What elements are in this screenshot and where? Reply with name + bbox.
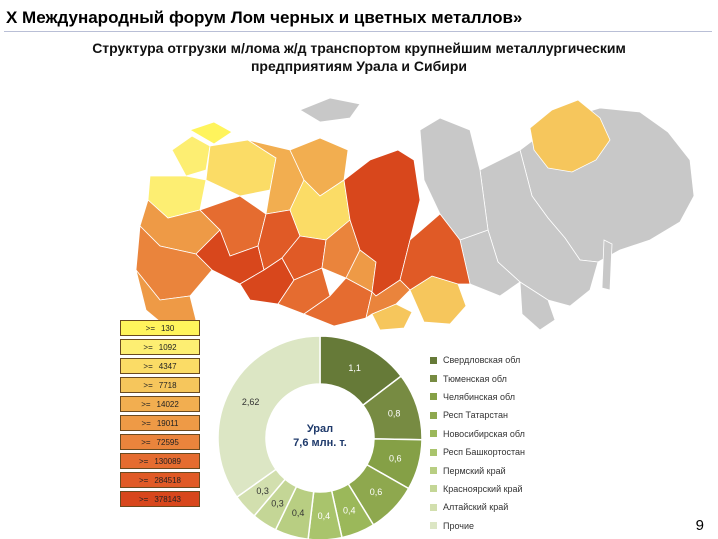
legend-item: >= 284518 (120, 472, 200, 488)
donut-legend-item: Респ Татарстан (430, 406, 580, 424)
legend-value: 284518 (154, 475, 182, 485)
legend-op: >= (143, 342, 153, 352)
donut-legend-label: Челябинская обл (443, 391, 516, 402)
map-region-chelyabinsk (277, 267, 331, 315)
legend-value: 130 (160, 323, 175, 333)
legend-value: 72595 (156, 437, 179, 447)
map-region-karelia (171, 135, 211, 177)
donut-legend-label: Алтайский край (443, 502, 509, 513)
legend-value: 1092 (158, 342, 177, 352)
donut-legend-swatch (430, 448, 437, 456)
legend-op: >= (145, 323, 155, 333)
legend-value: 19011 (156, 418, 179, 428)
map-region-chukotka (529, 99, 611, 173)
map-region-primorye (519, 281, 556, 331)
donut-legend-label: Свердловская обл (443, 355, 521, 366)
legend-op: >= (138, 494, 149, 504)
donut-legend: Свердловская обл Тюменская обл Челябинская… (430, 351, 580, 535)
donut-legend-label: Новосибирская обл (443, 428, 525, 439)
legend-value: 378143 (154, 494, 182, 504)
donut-legend-item: Прочие (430, 517, 580, 535)
donut-center-label: Урал (307, 423, 333, 435)
donut-data-label: 0,4 (343, 505, 356, 515)
donut-legend-swatch (430, 411, 437, 419)
donut-data-label: 0,4 (292, 508, 305, 518)
donut-legend-swatch (430, 503, 437, 511)
legend-op: >= (141, 418, 151, 428)
donut-legend-item: Красноярский край (430, 480, 580, 498)
donut-legend-swatch (430, 522, 437, 530)
donut-legend-item: Новосибирская обл (430, 425, 580, 443)
donut-data-label: 0,4 (318, 511, 331, 521)
donut-data-label: 0,6 (370, 487, 383, 497)
legend-op: >= (143, 380, 153, 390)
map-region-murmansk (189, 121, 233, 145)
donut-legend-label: Пермский край (443, 465, 506, 476)
donut-data-label: 1,1 (348, 363, 361, 373)
donut-data-label: 0,8 (388, 409, 401, 419)
legend-item: >= 19011 (120, 415, 200, 431)
slide-title: X Международный форум Лом черных и цветн… (6, 8, 523, 27)
map-region-north-islands (299, 97, 361, 123)
donut-data-label: 0,3 (271, 498, 284, 508)
donut-legend-label: Прочие (443, 520, 475, 531)
legend-item: >= 4347 (120, 358, 200, 374)
donut-legend-swatch (430, 356, 437, 364)
donut-legend-label: Тюменская обл (443, 373, 507, 384)
map-legend: >= 130 >= 1092 >= 4347 >= 7718 >= 14022 >= 19011 >= 7… (120, 320, 200, 510)
donut-data-label: 0,3 (256, 486, 269, 496)
donut-legend-item: Пермский край (430, 461, 580, 479)
map-region-yakutia-north (419, 117, 489, 241)
legend-item: >= 1092 (120, 339, 200, 355)
donut-legend-item: Алтайский край (430, 498, 580, 516)
legend-value: 7718 (158, 380, 177, 390)
legend-op: >= (141, 437, 151, 447)
legend-item: >= 130 (120, 320, 200, 336)
legend-op: >= (138, 475, 149, 485)
legend-item: >= 378143 (120, 491, 200, 507)
legend-item: >= 72595 (120, 434, 200, 450)
legend-value: 14022 (156, 399, 179, 409)
donut-legend-item: Челябинская обл (430, 388, 580, 406)
donut-data-label: 2,62 (242, 397, 260, 407)
donut-slice (217, 335, 321, 499)
legend-item: >= 14022 (120, 396, 200, 412)
legend-op: >= (141, 399, 151, 409)
donut-legend-swatch (430, 375, 437, 383)
donut-legend-swatch (430, 393, 437, 401)
map-region-kemerovo (365, 279, 411, 319)
donut-data-label: 0,6 (389, 454, 402, 464)
donut-legend-swatch (430, 485, 437, 493)
legend-value: 4347 (158, 361, 177, 371)
legend-op: >= (138, 456, 149, 466)
donut-legend-item: Респ Башкортостан (430, 443, 580, 461)
donut-center-label: 7,6 млн. т. (293, 437, 347, 449)
legend-item: >= 7718 (120, 377, 200, 393)
page-number: 9 (695, 517, 704, 534)
donut-legend-label: Респ Татарстан (443, 410, 508, 421)
title-divider (4, 31, 712, 32)
legend-item: >= 130089 (120, 453, 200, 469)
legend-op: >= (143, 361, 153, 371)
donut-legend-item: Тюменская обл (430, 369, 580, 387)
slide-subtitle: Структура отгрузки м/лома ж/д транспорто… (92, 40, 626, 74)
donut-legend-item: Свердловская обл (430, 351, 580, 369)
donut-legend-label: Красноярский край (443, 483, 523, 494)
legend-value: 130089 (154, 456, 182, 466)
donut-legend-swatch (430, 467, 437, 475)
map-region-sakhalin (601, 239, 613, 291)
donut-legend-label: Респ Башкортостан (443, 447, 525, 458)
donut-legend-swatch (430, 430, 437, 438)
